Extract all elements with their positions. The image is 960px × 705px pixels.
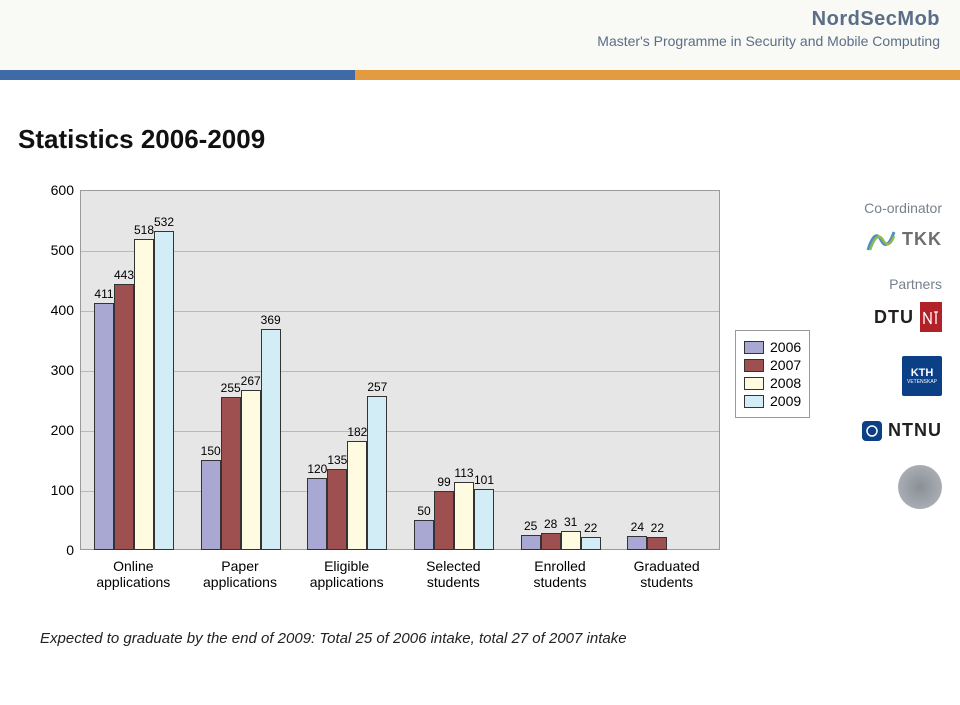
bar (114, 284, 134, 550)
bar-value-label: 518 (134, 223, 154, 237)
legend-label: 2008 (770, 375, 801, 391)
category-label: Eligibleapplications (293, 558, 400, 590)
bar (627, 536, 647, 550)
bar-value-label: 257 (367, 380, 387, 394)
ntnu-label: NTNU (888, 420, 942, 441)
legend-swatch (744, 359, 764, 372)
bar (154, 231, 174, 550)
bar-value-label: 99 (437, 475, 450, 489)
kth-icon: KTH VETENSKAP (902, 356, 942, 396)
legend-swatch (744, 377, 764, 390)
dtu-icon (920, 302, 942, 332)
bar-value-label: 267 (241, 374, 261, 388)
programme-title: NordSecMob (0, 8, 940, 31)
statistics-chart: 0100200300400500600 41144351853215025526… (40, 190, 720, 610)
bar (454, 482, 474, 550)
programme-subtitle: Master's Programme in Security and Mobil… (0, 33, 940, 49)
category-label: Onlineapplications (80, 558, 187, 590)
header-divider (0, 70, 960, 80)
page-title: Statistics 2006-2009 (18, 124, 265, 155)
bar (241, 390, 261, 550)
bar (474, 489, 494, 550)
legend-label: 2009 (770, 393, 801, 409)
bar (561, 531, 581, 550)
bar (94, 303, 114, 550)
bar-value-label: 113 (454, 466, 473, 480)
tartu-logo (812, 465, 942, 509)
legend-item: 2006 (744, 339, 801, 355)
footnote: Expected to graduate by the end of 2009:… (40, 630, 627, 647)
dtu-label: DTU (874, 307, 914, 328)
tkk-icon (866, 226, 896, 252)
legend: 2006 2007 2008 2009 (735, 330, 810, 418)
sidebar: Co-ordinator TKK Partners DTU KTH VETENS… (812, 200, 942, 533)
bar (307, 478, 327, 550)
category-label: Selected students (400, 558, 507, 590)
kth-logo: KTH VETENSKAP (812, 356, 942, 396)
bar-value-label: 25 (524, 519, 537, 533)
coordinator-label: Co-ordinator (812, 200, 942, 216)
bar (521, 535, 541, 550)
content-area: Statistics 2006-2009 0 100 200 300 400 500 600… (0, 90, 960, 705)
plot-area: 411443 518532 150 255267 369 120135182 257 50 99… (80, 190, 720, 550)
dtu-logo: DTU (812, 302, 942, 332)
kth-sublabel: VETENSKAP (907, 379, 937, 385)
bar (581, 537, 601, 550)
category-label: Graduatedstudents (613, 558, 720, 590)
bar-value-label: 135 (327, 453, 347, 467)
bar (201, 460, 221, 550)
bar-value-label: 443 (114, 268, 134, 282)
bar-value-label: 411 (94, 287, 113, 301)
bar-value-label: 22 (584, 521, 597, 535)
y-tick-label: 600 (51, 182, 74, 198)
legend-item: 2007 (744, 357, 801, 373)
ntnu-icon (862, 421, 882, 441)
bar (367, 396, 387, 550)
bar (434, 491, 454, 550)
y-tick-label: 300 (51, 362, 74, 378)
bar-value-label: 150 (201, 444, 221, 458)
legend-label: 2007 (770, 357, 801, 373)
bar-value-label: 22 (651, 521, 664, 535)
legend-item: 2008 (744, 375, 801, 391)
bar-value-label: 532 (154, 215, 174, 229)
bar (347, 441, 367, 550)
category-label: Enrolled students (507, 558, 614, 590)
bar (541, 533, 561, 550)
bar-value-label: 101 (474, 473, 494, 487)
tkk-logo: TKK (812, 226, 942, 252)
y-axis: 0100200300400500600 (40, 190, 78, 550)
kth-label: KTH (911, 367, 934, 379)
bar-value-label: 120 (307, 462, 327, 476)
legend-swatch (744, 395, 764, 408)
bar (414, 520, 434, 550)
bar (647, 537, 667, 550)
bar-value-label: 255 (221, 381, 241, 395)
y-tick-label: 500 (51, 242, 74, 258)
partners-label: Partners (812, 276, 942, 292)
ntnu-logo: NTNU (812, 420, 942, 441)
bar-value-label: 182 (347, 425, 367, 439)
tkk-label: TKK (902, 229, 942, 250)
header: NordSecMob Master's Programme in Securit… (0, 0, 960, 70)
bar-value-label: 369 (261, 313, 281, 327)
legend-label: 2006 (770, 339, 801, 355)
bar (221, 397, 241, 550)
bar-value-label: 50 (417, 504, 430, 518)
y-tick-label: 400 (51, 302, 74, 318)
bar-value-label: 28 (544, 517, 557, 531)
legend-item: 2009 (744, 393, 801, 409)
y-tick-label: 100 (51, 482, 74, 498)
y-tick-label: 0 (66, 542, 74, 558)
bar-value-label: 24 (631, 520, 644, 534)
bar-value-label: 31 (564, 515, 577, 529)
bar (134, 239, 154, 550)
bar (327, 469, 347, 550)
legend-swatch (744, 341, 764, 354)
category-label: Paperapplications (187, 558, 294, 590)
tartu-icon (898, 465, 942, 509)
y-tick-label: 200 (51, 422, 74, 438)
bar (261, 329, 281, 550)
